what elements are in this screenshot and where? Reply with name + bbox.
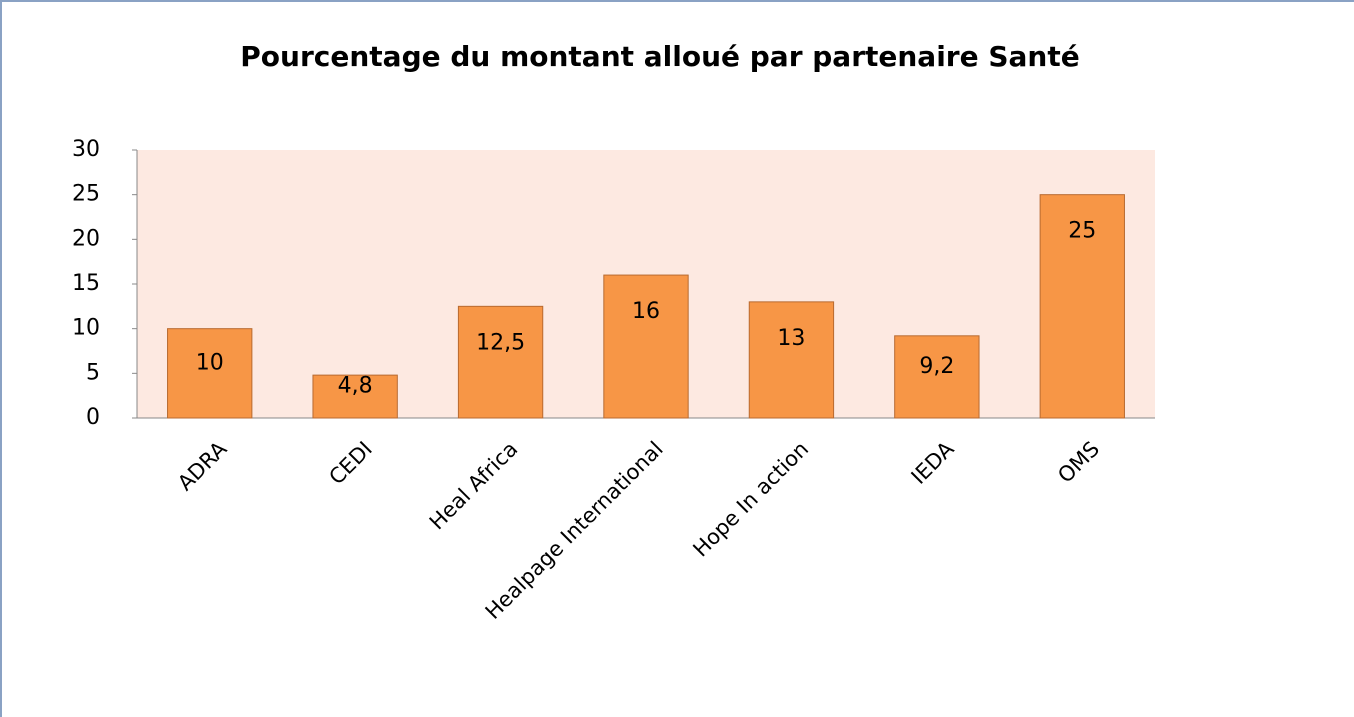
x-tick-label: ADRA bbox=[173, 436, 232, 495]
value-label: 10 bbox=[196, 350, 224, 375]
bar bbox=[457, 305, 544, 419]
chart-title: Pourcentage du montant alloué par parten… bbox=[240, 40, 1079, 73]
value-label: 13 bbox=[777, 326, 805, 351]
x-tick-label: Heal Africa bbox=[425, 437, 523, 535]
value-label: 16 bbox=[632, 299, 660, 324]
bar bbox=[894, 335, 980, 419]
y-tick-label: 0 bbox=[86, 405, 100, 430]
value-label: 12,5 bbox=[476, 330, 525, 355]
value-label: 9,2 bbox=[919, 354, 954, 379]
y-tick-label: 25 bbox=[72, 182, 100, 207]
y-tick-label: 30 bbox=[72, 137, 100, 162]
bar bbox=[603, 274, 689, 419]
y-tick-label: 5 bbox=[86, 360, 100, 385]
x-tick-label: OMS bbox=[1053, 437, 1104, 488]
x-tick-label: Hope In action bbox=[688, 437, 813, 562]
bar bbox=[312, 374, 398, 419]
y-tick-label: 20 bbox=[72, 226, 100, 251]
x-tick-label: IEDA bbox=[907, 436, 960, 489]
y-tick-label: 15 bbox=[72, 271, 100, 296]
value-label: 4,8 bbox=[338, 374, 373, 399]
x-tick-label: CEDI bbox=[324, 437, 377, 490]
value-label: 25 bbox=[1068, 219, 1096, 244]
bar bbox=[748, 301, 835, 419]
y-tick-label: 10 bbox=[72, 316, 100, 341]
bar bbox=[1039, 194, 1125, 419]
bar bbox=[167, 328, 253, 419]
